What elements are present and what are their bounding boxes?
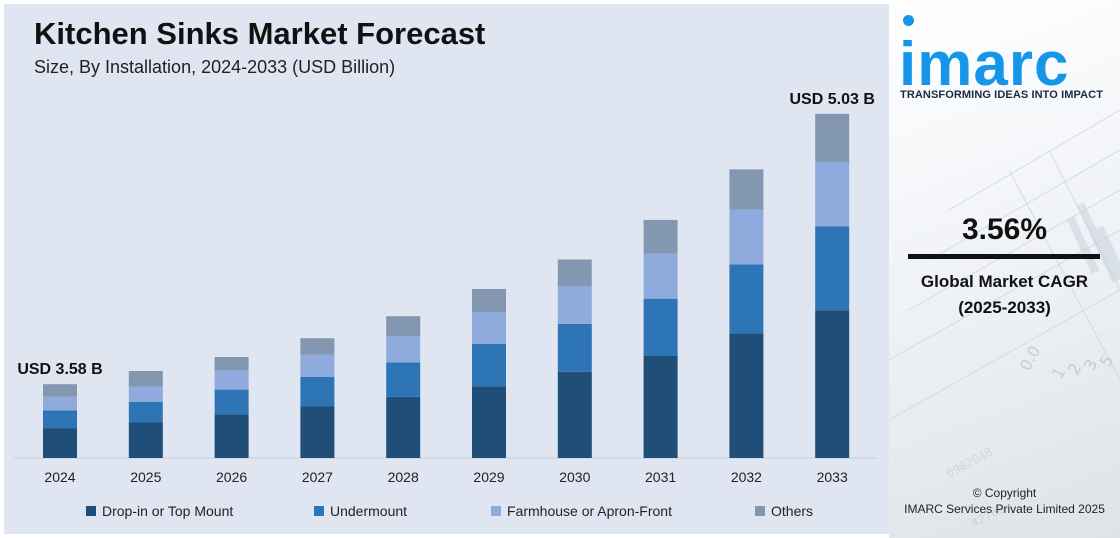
background-graph-decoration: 0.0 1 2 3 5 6982048 42768 [889,109,1120,531]
x-tick-label: 2032 [731,469,762,485]
x-tick-label: 2027 [302,469,333,485]
bar-segment-2027-s1 [300,377,335,407]
legend-swatch [755,506,765,516]
bar-segment-2025-s0 [128,422,163,458]
bar-segment-2031-s2 [643,253,678,299]
x-tick-label: 2026 [216,469,247,485]
bar-segment-2033-s0 [815,310,850,458]
bar-segment-2028-s1 [386,362,421,397]
bar-segment-2030-s2 [557,286,592,324]
bar-segment-2031-s0 [643,356,678,458]
legend-label: Others [771,503,814,519]
copyright-text: © Copyright [972,486,1037,500]
x-tick-label: 2031 [645,469,676,485]
x-tick-label: 2030 [559,469,590,485]
bar-segment-2024-s1 [43,410,77,429]
bar-segment-2029-s2 [472,312,506,344]
logo-dot [903,15,914,26]
bar-segment-2030-s3 [557,259,592,287]
chart-title: Kitchen Sinks Market Forecast [34,16,486,51]
bar-segment-2025-s1 [128,401,163,423]
bar-segment-2032-s0 [729,333,764,458]
legend-item-farmhouse: Farmhouse or Apron-Front [491,502,672,520]
bar-segment-2032-s3 [729,169,764,210]
company-text: IMARC Services Private Limited 2025 [904,502,1105,516]
bar-segment-2026-s2 [214,370,249,390]
sidebar-panel: 0.0 1 2 3 5 6982048 42768 imarc TRANSFOR… [889,0,1120,538]
bar-segment-2032-s2 [729,209,764,265]
x-tick-label: 2028 [388,469,419,485]
bar-segment-2033-s1 [815,226,850,311]
legend-label: Drop-in or Top Mount [102,503,234,519]
bar-segment-2033-s2 [815,162,850,227]
bar-segment-2030-s1 [557,323,592,372]
bar-segment-2027-s3 [300,338,335,355]
legend-item-others: Others [755,502,813,520]
cagr-period: (2025-2033) [958,298,1051,317]
bar-segment-2031-s3 [643,219,678,254]
legend-swatch [314,506,324,516]
chart-subtitle: Size, By Installation, 2024-2033 (USD Bi… [34,57,396,77]
x-tick-label: 2033 [817,469,848,485]
bar-segment-2026-s0 [214,414,249,458]
cagr-value: 3.56% [961,213,1048,246]
total-value-label: USD 5.03 B [790,91,875,108]
legend-label: Undermount [330,503,408,519]
brand-logo: imarc [899,30,1070,99]
bar-segment-2033-s3 [815,113,850,162]
bar-segment-2032-s1 [729,264,764,334]
bar-segment-2028-s0 [386,396,421,458]
x-tick-label: 2025 [130,469,161,485]
total-value-label: USD 3.58 B [17,361,102,378]
chart-plot-area: 2024 2025 2026 2027 2028 2029 2030 2031 2032 2033… [14,91,876,485]
svg-text:6982048: 6982048 [944,445,995,481]
bar-segment-2026-s1 [214,389,249,415]
bar-segment-2025-s2 [128,386,163,402]
bar-segment-2030-s0 [557,371,592,458]
bar-segment-2024-s2 [43,396,77,411]
bar-segment-2029-s3 [472,289,506,313]
svg-text:0.0: 0.0 [1016,342,1045,373]
legend-item-undermount: Undermount [314,502,407,520]
bar-segment-2029-s1 [472,343,506,387]
bar-segment-2027-s2 [300,354,335,377]
brand-tagline: TRANSFORMING IDEAS INTO IMPACT [900,89,1104,101]
bar-segment-2028-s3 [386,316,421,336]
bar-segment-2024-s0 [43,428,77,458]
bar-segment-2031-s1 [643,298,678,356]
bar-segment-2024-s3 [43,384,77,397]
cagr-divider [908,254,1100,259]
legend-label: Farmhouse or Apron-Front [507,503,672,519]
legend-swatch [86,506,96,516]
bar-segment-2025-s3 [128,371,163,387]
cagr-label: Global Market CAGR [920,272,1089,291]
x-tick-label: 2024 [44,469,75,485]
bar-segment-2027-s0 [300,406,335,458]
legend-swatch [491,506,501,516]
legend-item-drop-in: Drop-in or Top Mount [86,502,233,520]
bar-segment-2029-s0 [472,386,506,458]
bar-segment-2026-s3 [214,357,249,371]
x-tick-label: 2029 [473,469,504,485]
bar-segment-2028-s2 [386,336,421,363]
